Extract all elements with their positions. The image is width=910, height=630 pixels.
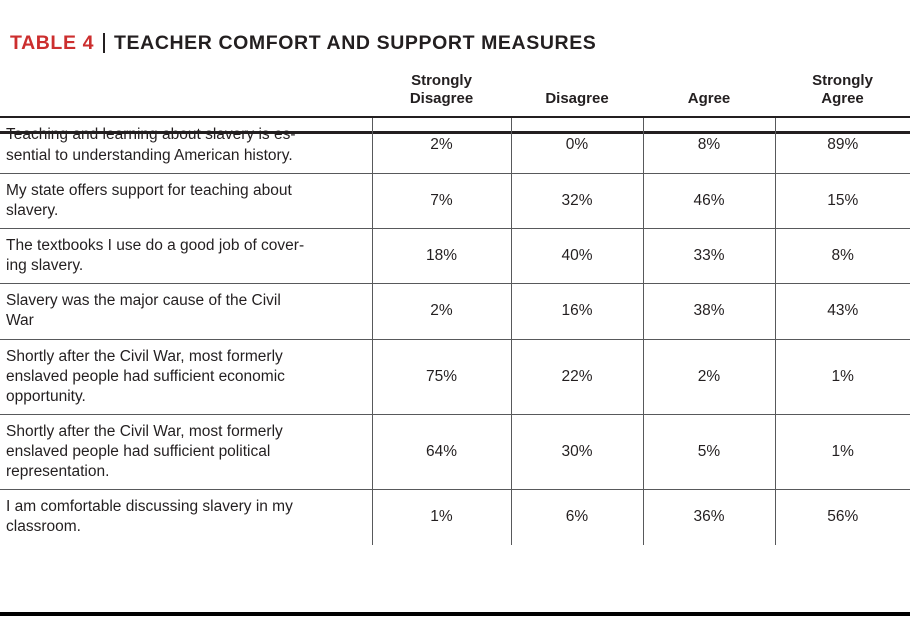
row-item-line: Teaching and learning about slavery is e… — [6, 126, 296, 144]
cell-strongly-agree: 1% — [831, 443, 854, 461]
row-item-line: I am comfortable discussing slavery in m… — [6, 498, 293, 516]
cell-agree: 33% — [643, 228, 776, 284]
row-item-text: My state offers support for teaching abo… — [0, 173, 373, 229]
cell-strongly-disagree: 75% — [372, 339, 512, 415]
row-item-line: sential to understanding American histor… — [6, 146, 293, 164]
column-header-strongly-agree-line2: Agree — [821, 89, 864, 107]
row-item-text: Slavery was the major cause of the Civil… — [0, 283, 373, 339]
table-title-bar: TABLE 4 TEACHER COMFORT AND SUPPORT MEAS… — [0, 0, 910, 58]
survey-results-table: Strongly Disagree Disagree Agree Strongl… — [0, 68, 910, 545]
cell-disagree: 0% — [511, 117, 644, 174]
table-row: Shortly after the Civil War, most former… — [0, 414, 910, 490]
row-item-text: Teaching and learning about slavery is e… — [0, 117, 373, 174]
cell-strongly-agree: 89% — [827, 136, 859, 154]
cell-disagree: 40% — [511, 228, 644, 284]
table-row: The textbooks I use do a good job of cov… — [0, 228, 910, 284]
table-header: Strongly Disagree Disagree Agree Strongl… — [0, 68, 910, 118]
cell-agree: 2% — [643, 339, 776, 415]
row-item-text: I am comfortable discussing slavery in m… — [0, 489, 373, 545]
row-item-line: enslaved people had sufficient political — [6, 443, 271, 461]
column-header-agree-line1: Agree — [687, 89, 731, 107]
table-number-label: TABLE 4 — [10, 31, 95, 54]
cell-disagree: 32% — [511, 173, 644, 229]
column-header-strongly-agree: Strongly Agree — [775, 68, 910, 117]
table-bottom-rule — [0, 612, 910, 616]
row-item-line: ing slavery. — [6, 257, 84, 275]
cell-strongly-disagree: 64% — [372, 414, 512, 490]
cell-disagree: 22% — [511, 339, 644, 415]
row-item-line: enslaved people had sufficient economic — [6, 367, 285, 385]
cell-agree: 46% — [643, 173, 776, 229]
row-item-text: Shortly after the Civil War, most former… — [0, 339, 373, 415]
column-header-strongly-agree-line1: Strongly — [812, 72, 873, 89]
cell-disagree: 30% — [511, 414, 644, 490]
cell-disagree: 16% — [511, 283, 644, 339]
cell-agree: 8% — [643, 117, 776, 174]
row-item-line: slavery. — [6, 201, 59, 219]
row-item-line: representation. — [6, 463, 110, 481]
column-header-item — [0, 68, 372, 117]
cell-strongly-agree: 8% — [831, 247, 854, 264]
cell-agree: 36% — [643, 489, 776, 545]
column-header-strongly-disagree-line2: Disagree — [409, 89, 474, 107]
row-item-text: Shortly after the Civil War, most former… — [0, 414, 373, 490]
column-header-disagree-line1: Disagree — [545, 89, 609, 107]
table-row: I am comfortable discussing slavery in m… — [0, 489, 910, 545]
row-item-line: Shortly after the Civil War, most former… — [6, 422, 283, 440]
table-row: My state offers support for teaching abo… — [0, 173, 910, 229]
cell-disagree: 6% — [511, 489, 644, 545]
row-item-line: opportunity. — [6, 387, 86, 405]
row-item-line: Shortly after the Civil War, most former… — [6, 347, 283, 365]
column-header-strongly-disagree: Strongly Disagree — [372, 68, 511, 117]
cell-strongly-agree: 15% — [827, 191, 859, 209]
row-item-line: Slavery was the major cause of the Civil — [6, 292, 281, 310]
title-separator-rule — [103, 33, 106, 53]
cell-strongly-disagree: 2% — [372, 117, 512, 174]
row-item-line: War — [6, 312, 34, 330]
row-item-line: The textbooks I use do a good job of cov… — [6, 236, 305, 254]
column-header-disagree: Disagree — [511, 68, 643, 117]
cell-strongly-agree: 56% — [827, 508, 859, 526]
cell-strongly-disagree: 2% — [372, 283, 512, 339]
page-title: TEACHER COMFORT AND SUPPORT MEASURES — [114, 31, 597, 54]
row-item-text: The textbooks I use do a good job of cov… — [0, 228, 373, 284]
cell-strongly-disagree: 18% — [372, 228, 512, 284]
cell-strongly-agree: 1% — [831, 367, 854, 385]
row-item-line: classroom. — [6, 518, 81, 536]
table-row: Slavery was the major cause of the Civil… — [0, 283, 910, 339]
table-header-row: Strongly Disagree Disagree Agree Strongl… — [0, 68, 910, 118]
cell-agree: 5% — [643, 414, 776, 490]
table-body: Teaching and learning about slavery is e… — [0, 117, 910, 545]
table-row: Teaching and learning about slavery is e… — [0, 117, 910, 174]
cell-strongly-agree: 43% — [827, 302, 859, 320]
table-row: Shortly after the Civil War, most former… — [0, 339, 910, 415]
column-header-agree: Agree — [643, 68, 775, 117]
cell-strongly-disagree: 1% — [372, 489, 512, 545]
row-item-line: My state offers support for teaching abo… — [6, 181, 292, 199]
cell-strongly-disagree: 7% — [372, 173, 512, 229]
cell-agree: 38% — [643, 283, 776, 339]
column-header-strongly-disagree-line1: Strongly — [411, 72, 472, 89]
